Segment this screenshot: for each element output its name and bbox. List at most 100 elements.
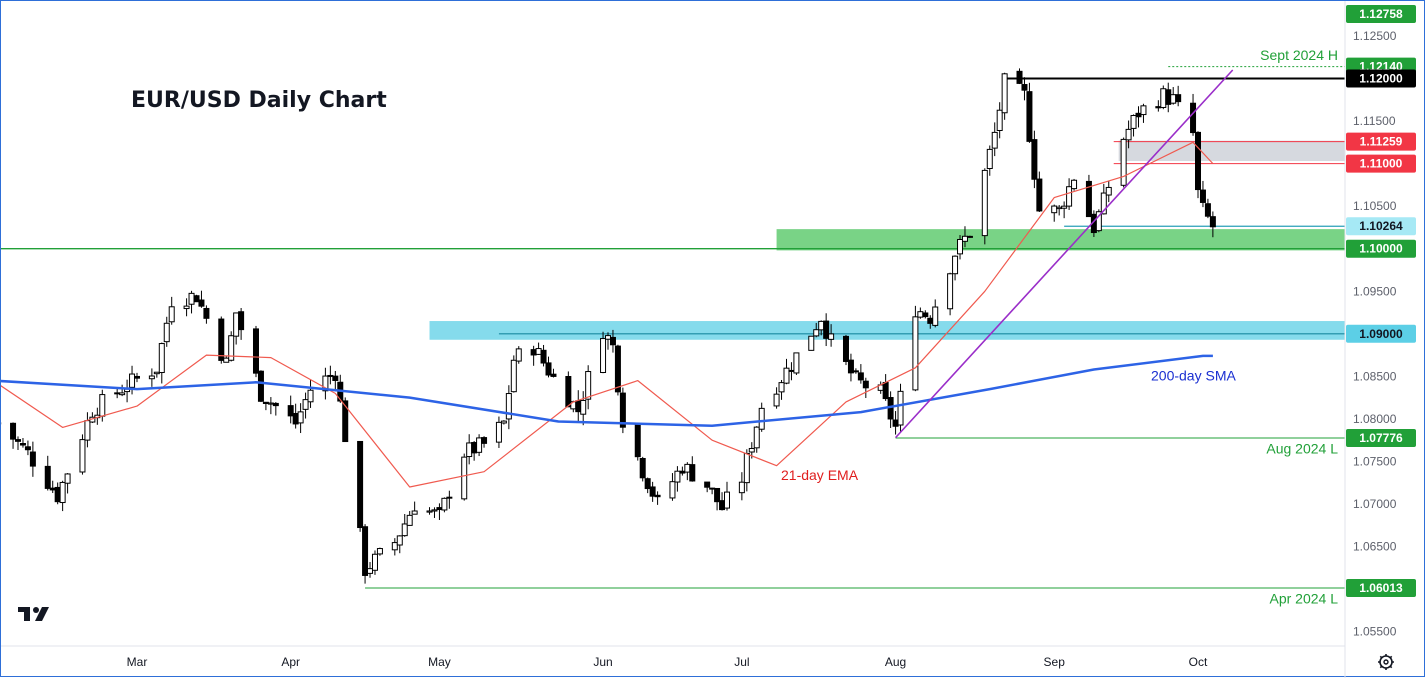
annotation-apr-2024-l: Apr 2024 L bbox=[1270, 590, 1339, 606]
candle bbox=[738, 472, 745, 501]
candle-body bbox=[813, 329, 820, 337]
candle-body bbox=[362, 526, 369, 576]
candle-body bbox=[322, 375, 329, 392]
candle bbox=[753, 426, 760, 453]
candle bbox=[1031, 130, 1038, 189]
candle bbox=[193, 294, 200, 303]
candle bbox=[545, 356, 552, 378]
candle-body bbox=[585, 371, 592, 400]
candle-body bbox=[84, 420, 91, 441]
settings-gear-icon[interactable] bbox=[1378, 654, 1394, 670]
candle bbox=[238, 307, 245, 340]
candle bbox=[228, 331, 235, 362]
price-tag-label: 1.12000 bbox=[1359, 72, 1403, 86]
candle bbox=[1140, 103, 1147, 123]
candle bbox=[778, 379, 785, 400]
candle-body bbox=[679, 470, 686, 474]
x-tick-label: Sep bbox=[1044, 655, 1066, 669]
candle-body bbox=[580, 399, 587, 415]
candle bbox=[24, 440, 31, 456]
candle-body bbox=[327, 374, 334, 377]
candle-body bbox=[808, 335, 815, 351]
candle bbox=[257, 370, 264, 403]
candle bbox=[322, 367, 329, 400]
trendline bbox=[894, 69, 1234, 439]
candle bbox=[783, 358, 790, 385]
candle-body bbox=[114, 392, 121, 395]
price-tag-bg bbox=[1346, 154, 1416, 173]
candle bbox=[877, 381, 884, 394]
price-tag-bg bbox=[1346, 5, 1416, 23]
candle bbox=[1105, 181, 1112, 203]
candle bbox=[947, 272, 954, 316]
candle-body bbox=[267, 402, 274, 405]
candle bbox=[302, 392, 309, 419]
candle-body bbox=[654, 494, 661, 498]
candle-body bbox=[59, 481, 66, 504]
candle bbox=[163, 316, 170, 347]
candle bbox=[297, 403, 304, 434]
candle bbox=[1125, 120, 1132, 149]
candle-body bbox=[29, 451, 36, 467]
candle-body bbox=[163, 322, 170, 343]
candle bbox=[233, 312, 240, 345]
candle bbox=[441, 497, 448, 513]
candle bbox=[862, 377, 869, 399]
candle bbox=[575, 390, 582, 422]
candle-body bbox=[738, 481, 745, 494]
candle bbox=[362, 524, 369, 584]
candle-body bbox=[436, 507, 443, 511]
candle-body bbox=[1190, 102, 1197, 134]
candle bbox=[183, 298, 190, 317]
candle-body bbox=[257, 370, 264, 402]
candle-body bbox=[391, 542, 398, 551]
candle bbox=[406, 511, 413, 526]
candle-body bbox=[783, 367, 790, 384]
candle-body bbox=[376, 548, 383, 555]
candle-body bbox=[565, 376, 572, 408]
zone-2 bbox=[1118, 140, 1345, 162]
candle bbox=[1066, 178, 1073, 210]
candle bbox=[223, 356, 230, 363]
price-tag-bg bbox=[1346, 239, 1416, 258]
candle-body bbox=[342, 400, 349, 443]
candle bbox=[808, 335, 815, 351]
candle bbox=[342, 397, 349, 443]
candle bbox=[327, 365, 334, 385]
candle bbox=[431, 507, 438, 518]
candle bbox=[704, 481, 711, 493]
price-tag-bg bbox=[1346, 132, 1416, 151]
candle bbox=[337, 374, 344, 403]
candle-body bbox=[1165, 89, 1172, 105]
candle-body bbox=[639, 457, 646, 479]
candle-body bbox=[1100, 192, 1107, 215]
candle-body bbox=[1135, 112, 1142, 118]
candle bbox=[19, 437, 26, 448]
price-tag-1.11000: 1.11000 bbox=[1346, 154, 1416, 173]
candle bbox=[684, 462, 691, 481]
candle bbox=[64, 473, 71, 494]
candle-body bbox=[952, 255, 959, 275]
candle bbox=[391, 538, 398, 556]
candle bbox=[471, 441, 478, 461]
candle bbox=[813, 322, 820, 338]
candle bbox=[332, 370, 339, 392]
candle-body bbox=[957, 238, 964, 255]
candle-body bbox=[153, 371, 160, 375]
candle bbox=[29, 441, 36, 477]
y-tick-label: 1.05500 bbox=[1353, 625, 1397, 639]
candle bbox=[639, 456, 646, 482]
price-tag-label: 1.11259 bbox=[1360, 135, 1403, 149]
candle-body bbox=[49, 487, 56, 491]
y-tick-label: 1.07000 bbox=[1353, 497, 1397, 511]
candle bbox=[436, 503, 443, 520]
candle-body bbox=[778, 382, 785, 393]
candle bbox=[719, 492, 726, 511]
candle bbox=[1135, 106, 1142, 128]
candle bbox=[996, 102, 1003, 139]
candle-body bbox=[1085, 180, 1092, 218]
candle bbox=[1170, 87, 1177, 105]
candle bbox=[1160, 85, 1167, 110]
candle-body bbox=[614, 345, 621, 393]
candle-body bbox=[188, 292, 195, 305]
